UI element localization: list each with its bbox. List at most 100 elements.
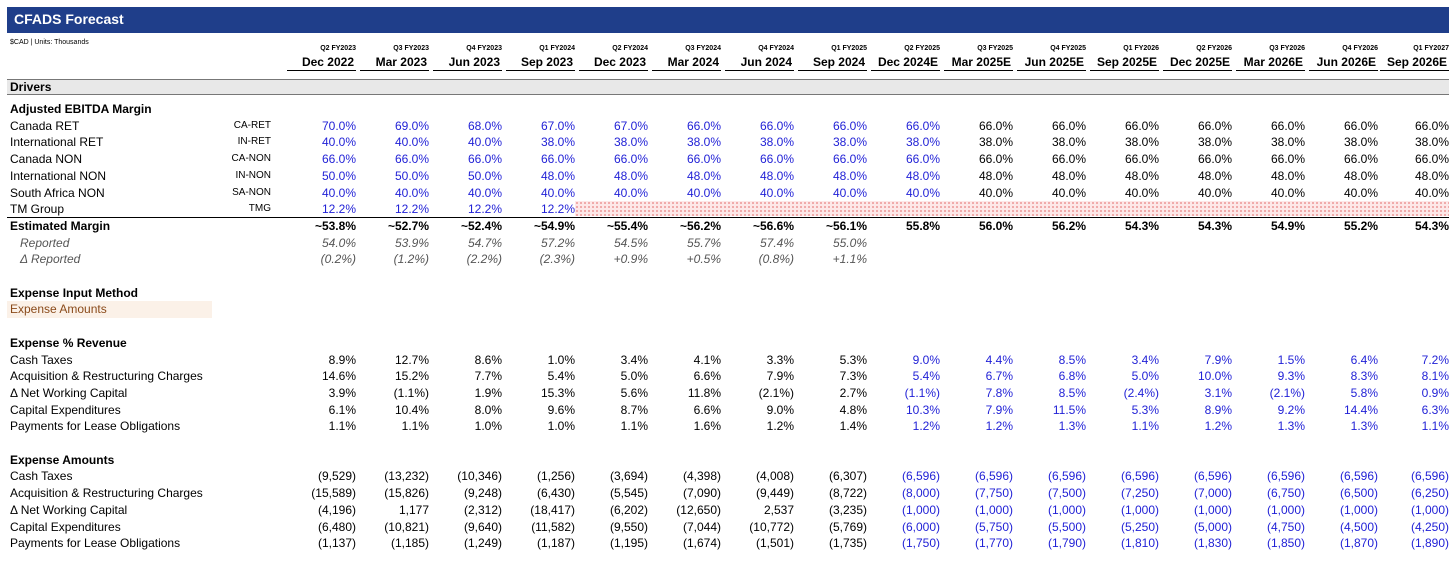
table-cell[interactable]: 3.4% <box>1131 353 1159 367</box>
table-cell[interactable]: 40.0% <box>759 186 794 200</box>
table-cell[interactable]: 8.5% <box>1058 386 1086 400</box>
table-cell[interactable]: 40.0% <box>321 135 356 149</box>
table-cell[interactable]: 66.0% <box>613 152 648 166</box>
table-cell[interactable]: 7.9% <box>985 403 1013 417</box>
table-cell[interactable]: 9.0% <box>912 353 940 367</box>
table-cell[interactable]: (6,596) <box>1047 469 1086 483</box>
table-cell[interactable]: 1.2% <box>1204 419 1232 433</box>
table-cell[interactable]: 6.3% <box>1421 403 1449 417</box>
table-cell[interactable]: (8,000) <box>901 486 940 500</box>
table-cell[interactable]: 3.1% <box>1204 386 1232 400</box>
row-label[interactable]: Expense Amounts <box>10 302 107 316</box>
table-cell[interactable]: (4,500) <box>1339 520 1378 534</box>
table-cell[interactable]: 12.2% <box>467 202 502 216</box>
table-cell[interactable]: 50.0% <box>321 169 356 183</box>
table-cell[interactable]: 40.0% <box>832 186 867 200</box>
table-cell[interactable]: 8.9% <box>1204 403 1232 417</box>
table-cell[interactable]: 8.1% <box>1421 369 1449 383</box>
table-cell[interactable]: 48.0% <box>613 169 648 183</box>
table-cell[interactable]: 7.9% <box>1204 353 1232 367</box>
table-cell[interactable]: (1,890) <box>1410 536 1449 550</box>
table-cell[interactable]: 66.0% <box>467 152 502 166</box>
table-cell[interactable]: 40.0% <box>467 186 502 200</box>
table-cell[interactable]: (5,250) <box>1120 520 1159 534</box>
table-cell[interactable]: 6.7% <box>985 369 1013 383</box>
table-cell[interactable]: 5.8% <box>1350 386 1378 400</box>
table-cell[interactable]: (5,000) <box>1193 520 1232 534</box>
table-cell[interactable]: (1,870) <box>1339 536 1378 550</box>
table-cell[interactable]: 7.2% <box>1421 353 1449 367</box>
table-cell[interactable]: 40.0% <box>613 186 648 200</box>
table-cell[interactable]: 38.0% <box>905 135 940 149</box>
expense-input-method-cell[interactable] <box>7 301 212 318</box>
table-cell[interactable]: 1.3% <box>1277 419 1305 433</box>
table-cell[interactable]: 6.8% <box>1058 369 1086 383</box>
table-cell[interactable]: (6,250) <box>1410 486 1449 500</box>
table-cell[interactable]: 48.0% <box>540 169 575 183</box>
table-cell[interactable]: 50.0% <box>467 169 502 183</box>
table-cell[interactable]: (6,596) <box>974 469 1013 483</box>
table-cell[interactable]: (7,750) <box>974 486 1013 500</box>
table-cell[interactable]: 1.1% <box>1131 419 1159 433</box>
table-cell[interactable]: 66.0% <box>832 119 867 133</box>
table-cell[interactable]: 40.0% <box>394 135 429 149</box>
table-cell[interactable]: 48.0% <box>686 169 721 183</box>
table-cell[interactable]: (1,830) <box>1193 536 1232 550</box>
table-cell[interactable]: 5.3% <box>1131 403 1159 417</box>
table-cell[interactable]: (1,000) <box>1047 503 1086 517</box>
table-cell[interactable]: (6,596) <box>1193 469 1232 483</box>
table-cell[interactable]: 66.0% <box>759 152 794 166</box>
table-cell[interactable]: 8.3% <box>1350 369 1378 383</box>
table-cell[interactable]: (1,810) <box>1120 536 1159 550</box>
table-cell[interactable]: 10.3% <box>905 403 940 417</box>
table-cell[interactable]: 66.0% <box>759 119 794 133</box>
table-cell[interactable]: 67.0% <box>540 119 575 133</box>
table-cell[interactable]: 66.0% <box>540 152 575 166</box>
table-cell[interactable]: (7,000) <box>1193 486 1232 500</box>
table-cell[interactable]: (6,000) <box>901 520 940 534</box>
table-cell[interactable]: (1,790) <box>1047 536 1086 550</box>
table-cell[interactable]: 11.5% <box>1052 403 1086 417</box>
table-cell[interactable]: 66.0% <box>686 119 721 133</box>
table-cell[interactable]: 38.0% <box>759 135 794 149</box>
table-cell[interactable]: (1,000) <box>901 503 940 517</box>
table-cell[interactable]: 0.9% <box>1421 386 1449 400</box>
table-cell[interactable]: (4,750) <box>1266 520 1305 534</box>
table-cell[interactable]: 1.2% <box>912 419 940 433</box>
table-cell[interactable]: (4,250) <box>1410 520 1449 534</box>
table-cell[interactable]: 66.0% <box>394 152 429 166</box>
table-cell[interactable]: 66.0% <box>321 152 356 166</box>
table-cell[interactable]: 66.0% <box>905 119 940 133</box>
table-cell[interactable]: 40.0% <box>905 186 940 200</box>
table-cell[interactable]: (7,250) <box>1120 486 1159 500</box>
table-cell[interactable]: 70.0% <box>321 119 356 133</box>
table-cell[interactable]: (1,770) <box>974 536 1013 550</box>
table-cell[interactable]: (6,596) <box>1410 469 1449 483</box>
table-cell[interactable]: 1.5% <box>1277 353 1305 367</box>
table-cell[interactable]: 40.0% <box>321 186 356 200</box>
table-cell[interactable]: 66.0% <box>832 152 867 166</box>
table-cell[interactable]: 1.1% <box>1421 419 1449 433</box>
table-cell[interactable]: (2.1%) <box>1269 386 1305 400</box>
table-cell[interactable]: 48.0% <box>759 169 794 183</box>
table-cell[interactable]: (6,750) <box>1266 486 1305 500</box>
table-cell[interactable]: (6,596) <box>1339 469 1378 483</box>
table-cell[interactable]: 66.0% <box>905 152 940 166</box>
table-cell[interactable]: 68.0% <box>467 119 502 133</box>
table-cell[interactable]: 6.4% <box>1350 353 1378 367</box>
table-cell[interactable]: (1,000) <box>1120 503 1159 517</box>
table-cell[interactable]: 4.4% <box>985 353 1013 367</box>
table-cell[interactable]: 5.4% <box>912 369 940 383</box>
table-cell[interactable]: 1.3% <box>1350 419 1378 433</box>
table-cell[interactable]: 66.0% <box>686 152 721 166</box>
table-cell[interactable]: (6,596) <box>1266 469 1305 483</box>
table-cell[interactable]: 38.0% <box>540 135 575 149</box>
table-cell[interactable]: 40.0% <box>467 135 502 149</box>
table-cell[interactable]: (5,750) <box>974 520 1013 534</box>
table-cell[interactable]: 38.0% <box>686 135 721 149</box>
table-cell[interactable]: 12.2% <box>394 202 429 216</box>
table-cell[interactable]: 48.0% <box>905 169 940 183</box>
table-cell[interactable]: (6,596) <box>901 469 940 483</box>
table-cell[interactable]: 40.0% <box>540 186 575 200</box>
table-cell[interactable]: 7.8% <box>985 386 1013 400</box>
